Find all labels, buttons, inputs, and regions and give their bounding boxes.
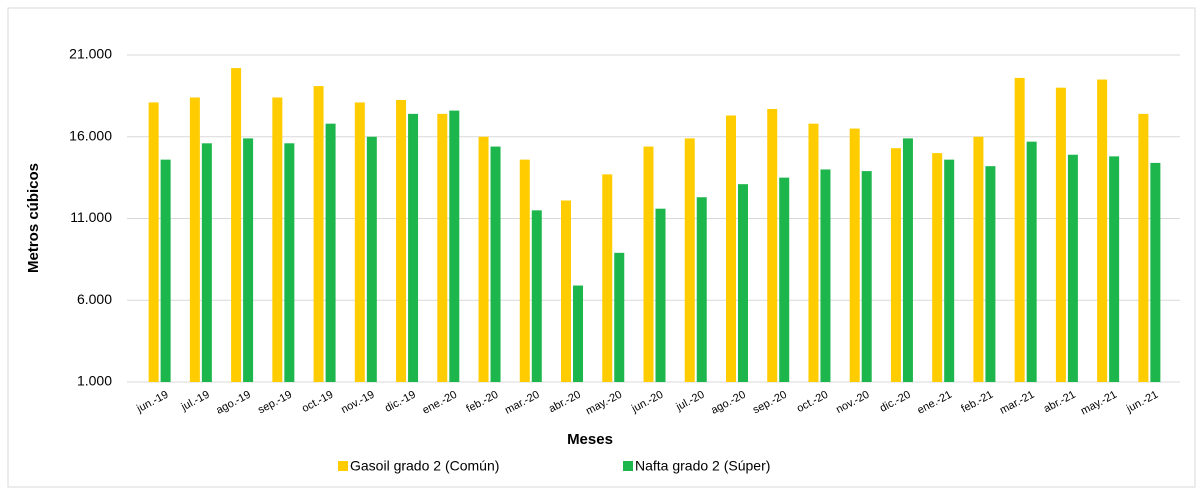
bar: [284, 143, 295, 382]
bar: [366, 136, 377, 382]
bar: [890, 148, 901, 382]
bar: [614, 252, 625, 382]
bar: [408, 113, 419, 383]
bar: [1026, 141, 1037, 382]
bar: [602, 174, 613, 382]
y-tick-label: 21.000: [69, 46, 112, 62]
bar: [1109, 156, 1120, 382]
bar: [779, 177, 790, 382]
bar: [849, 128, 860, 382]
bar: [973, 136, 984, 382]
legend-label: Gasoil grado 2 (Común): [350, 458, 499, 474]
bar: [573, 285, 584, 382]
bar: [1138, 113, 1149, 383]
bar: [437, 113, 448, 383]
y-tick-label: 11.000: [70, 209, 112, 225]
bar: [1014, 77, 1025, 382]
bar: [490, 146, 501, 382]
bar: [272, 97, 283, 382]
bar: [655, 208, 666, 382]
y-tick-label: 6.000: [77, 291, 112, 307]
bar: [325, 123, 336, 383]
bar: [1055, 87, 1066, 382]
bar: [643, 146, 654, 382]
bar: [354, 102, 365, 382]
y-tick-label: 16.000: [69, 127, 112, 143]
y-axis-label: Metros cúbicos: [25, 163, 42, 273]
bar: [313, 86, 324, 382]
bar: [1150, 162, 1161, 382]
bar: [808, 123, 819, 383]
bar: [985, 166, 996, 382]
bar: [1067, 154, 1078, 382]
bar: [561, 200, 572, 382]
bar: [519, 159, 530, 382]
bar: [243, 138, 254, 382]
bar: [478, 136, 489, 382]
bar: [767, 108, 778, 382]
legend-swatch: [623, 461, 633, 471]
bar: [396, 99, 407, 383]
bar: [189, 97, 200, 382]
x-axis-label: Meses: [567, 431, 613, 448]
bar: [902, 138, 913, 382]
bar: [449, 110, 460, 382]
bar: [231, 68, 242, 382]
bar: [725, 115, 736, 383]
bar: [696, 197, 707, 382]
bar: [160, 159, 171, 382]
legend-label: Nafta grado 2 (Súper): [635, 458, 770, 474]
bar: [737, 184, 748, 382]
y-tick-label: 1.000: [77, 373, 112, 389]
bar: [820, 169, 831, 382]
bar: [684, 138, 695, 382]
bar: [1097, 79, 1108, 383]
bar: [861, 171, 872, 382]
bar: [932, 153, 943, 382]
bar: [944, 159, 955, 382]
bar: [148, 102, 159, 382]
legend-swatch: [338, 461, 348, 471]
bar: [201, 143, 212, 382]
bar: [531, 210, 542, 382]
